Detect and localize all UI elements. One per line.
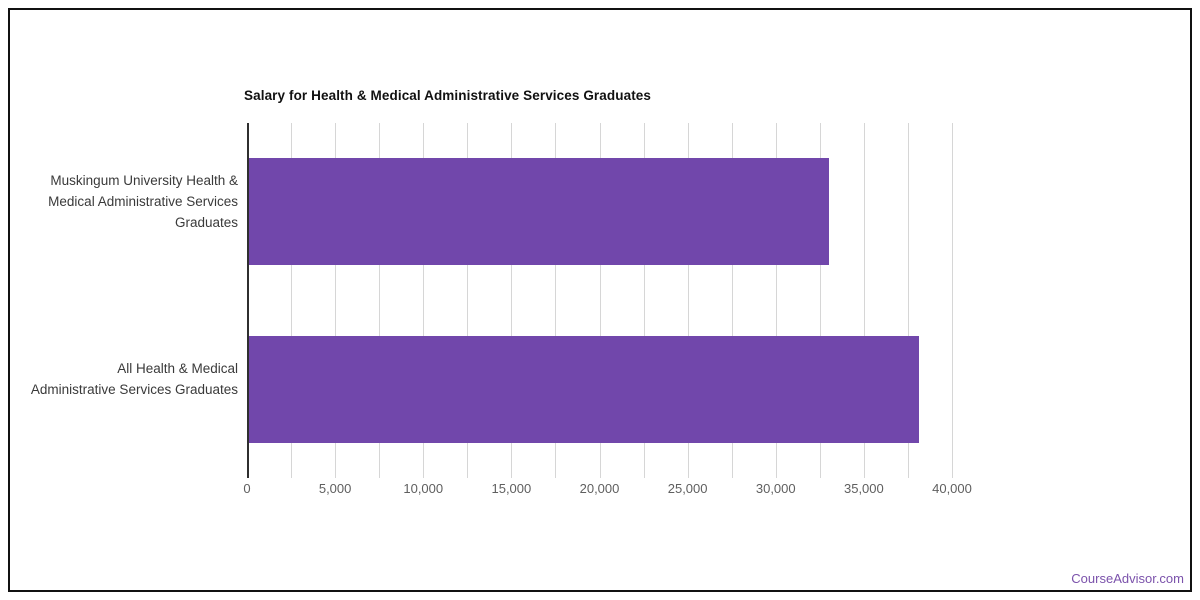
gridline-12500 — [467, 123, 469, 478]
x-tick-label-35000: 35,000 — [843, 481, 884, 496]
gridline-30000 — [775, 123, 777, 478]
category-label-line: All Health & Medical — [117, 361, 238, 377]
x-tick-label-15000: 15,000 — [491, 481, 532, 496]
gridline-20000 — [599, 123, 601, 478]
chart-frame: Salary for Health & Medical Administrati… — [8, 8, 1192, 592]
courseadvisor-brand-link[interactable]: CourseAdvisor.com — [1071, 571, 1184, 586]
bar-all-graduates[interactable] — [247, 335, 919, 443]
gridline-2500 — [291, 123, 293, 478]
x-tick-label-30000: 30,000 — [755, 481, 796, 496]
category-label-line: Graduates — [174, 215, 238, 231]
x-tick-label-40000: 40,000 — [932, 481, 972, 496]
gridline-5000 — [335, 123, 337, 478]
x-tick-label-20000: 20,000 — [579, 481, 620, 496]
bar-muskingum[interactable] — [247, 158, 829, 266]
category-label-muskingum: Muskingum University Health & Medical Adm… — [10, 170, 238, 233]
x-tick-label-0: 0 — [243, 481, 251, 496]
gridline-25000 — [687, 123, 689, 478]
category-label-line: Administrative Services Graduates — [30, 382, 238, 398]
y-axis-line — [247, 123, 249, 478]
x-tick-label-5000: 5,000 — [318, 481, 352, 496]
category-label-line: Muskingum University Health & — [50, 173, 238, 189]
y-axis-category-labels: Muskingum University Health & Medical Adm… — [10, 10, 238, 590]
gridline-7500 — [379, 123, 381, 478]
gridline-40000 — [952, 123, 953, 478]
category-label-line: Medical Administrative Services — [48, 194, 238, 210]
gridline-17500 — [555, 123, 557, 478]
plot-area — [247, 123, 953, 478]
gridline-37500 — [907, 123, 909, 478]
x-axis-tick-labels: 0 5,000 10,000 15,000 20,000 25,000 30,000 35,0… — [243, 481, 972, 499]
gridline-10000 — [423, 123, 425, 478]
chart-title: Salary for Health & Medical Administrati… — [244, 88, 652, 103]
gridline-35000 — [863, 123, 865, 478]
x-tick-label-10000: 10,000 — [403, 481, 444, 496]
x-tick-label-25000: 25,000 — [667, 481, 708, 496]
gridline-22500 — [643, 123, 645, 478]
category-label-all-graduates: All Health & Medical Administrative Servi… — [10, 358, 238, 400]
gridline-27500 — [731, 123, 733, 478]
gridline-32500 — [819, 123, 821, 478]
gridline-15000 — [511, 123, 513, 478]
